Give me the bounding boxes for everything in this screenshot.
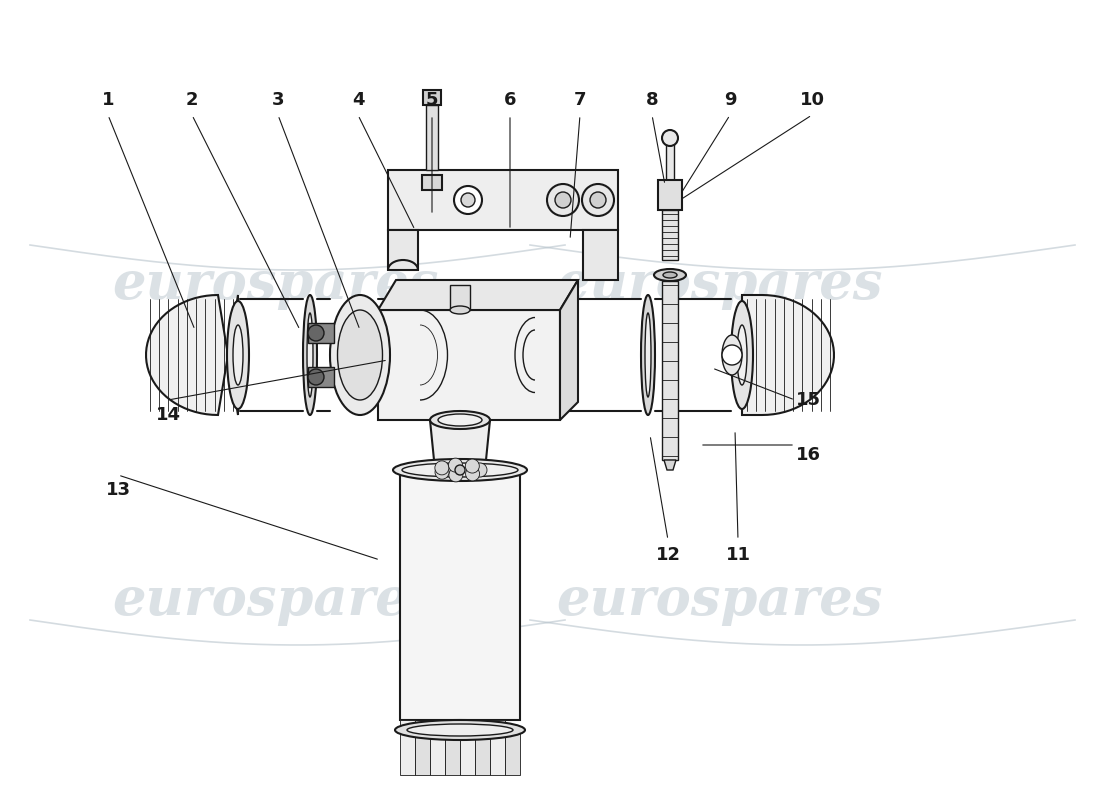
Ellipse shape <box>737 325 747 385</box>
Circle shape <box>434 461 449 475</box>
Circle shape <box>308 369 324 385</box>
Ellipse shape <box>338 310 383 400</box>
Bar <box>446 732 460 775</box>
Ellipse shape <box>430 411 490 429</box>
Polygon shape <box>426 105 438 170</box>
Polygon shape <box>422 175 442 190</box>
Ellipse shape <box>434 462 486 478</box>
Ellipse shape <box>402 463 518 477</box>
Polygon shape <box>430 420 490 470</box>
Text: 14: 14 <box>155 406 180 424</box>
Ellipse shape <box>663 272 676 278</box>
Circle shape <box>582 184 614 216</box>
Circle shape <box>590 192 606 208</box>
Text: 13: 13 <box>106 481 131 499</box>
Text: 2: 2 <box>186 91 198 109</box>
Ellipse shape <box>722 335 742 375</box>
Text: 3: 3 <box>272 91 284 109</box>
Polygon shape <box>666 144 674 180</box>
Text: 8: 8 <box>646 91 658 109</box>
Ellipse shape <box>302 295 317 415</box>
Circle shape <box>454 186 482 214</box>
Text: 10: 10 <box>800 91 825 109</box>
Circle shape <box>465 467 480 481</box>
Text: 1: 1 <box>101 91 114 109</box>
Polygon shape <box>388 230 418 270</box>
Text: 16: 16 <box>795 446 821 464</box>
Bar <box>400 720 415 775</box>
Polygon shape <box>308 323 334 343</box>
Polygon shape <box>308 367 334 387</box>
Polygon shape <box>560 280 578 420</box>
Polygon shape <box>146 295 238 415</box>
Text: 12: 12 <box>656 546 681 564</box>
Text: 9: 9 <box>724 91 736 109</box>
Ellipse shape <box>227 301 249 409</box>
Ellipse shape <box>407 724 513 736</box>
Ellipse shape <box>393 459 527 481</box>
Text: eurospares: eurospares <box>557 574 883 626</box>
Text: 5: 5 <box>426 91 438 109</box>
Ellipse shape <box>330 295 390 415</box>
Ellipse shape <box>395 720 525 740</box>
Polygon shape <box>658 180 682 210</box>
Text: eurospares: eurospares <box>112 574 438 626</box>
Polygon shape <box>662 210 678 260</box>
Bar <box>490 720 505 775</box>
Polygon shape <box>664 460 676 470</box>
Circle shape <box>461 193 475 207</box>
Text: 15: 15 <box>795 391 821 409</box>
Polygon shape <box>662 281 678 460</box>
Polygon shape <box>378 280 578 310</box>
Ellipse shape <box>654 269 686 281</box>
Text: 7: 7 <box>574 91 586 109</box>
Polygon shape <box>388 170 618 230</box>
Text: eurospares: eurospares <box>112 259 438 310</box>
Polygon shape <box>742 295 834 415</box>
Ellipse shape <box>307 313 314 397</box>
Circle shape <box>455 465 465 475</box>
Polygon shape <box>424 90 441 105</box>
Text: eurospares: eurospares <box>557 259 883 310</box>
Text: 11: 11 <box>726 546 750 564</box>
Bar <box>415 732 430 775</box>
Circle shape <box>465 459 480 473</box>
Circle shape <box>662 130 678 146</box>
Circle shape <box>473 463 487 477</box>
Ellipse shape <box>732 301 754 409</box>
Circle shape <box>449 468 463 482</box>
Bar <box>460 720 475 775</box>
Ellipse shape <box>233 325 243 385</box>
Ellipse shape <box>645 313 651 397</box>
Circle shape <box>722 345 742 365</box>
Circle shape <box>308 325 324 341</box>
Text: 6: 6 <box>504 91 516 109</box>
Circle shape <box>556 192 571 208</box>
Polygon shape <box>583 230 618 280</box>
Polygon shape <box>450 285 470 310</box>
Circle shape <box>449 458 462 472</box>
Circle shape <box>434 465 449 479</box>
Ellipse shape <box>438 414 482 426</box>
Bar <box>400 470 520 720</box>
Polygon shape <box>378 310 560 420</box>
Ellipse shape <box>450 306 470 314</box>
Bar <box>430 720 446 775</box>
Circle shape <box>547 184 579 216</box>
Bar <box>505 732 520 775</box>
Text: 4: 4 <box>352 91 364 109</box>
Ellipse shape <box>641 295 654 415</box>
Bar <box>475 732 490 775</box>
